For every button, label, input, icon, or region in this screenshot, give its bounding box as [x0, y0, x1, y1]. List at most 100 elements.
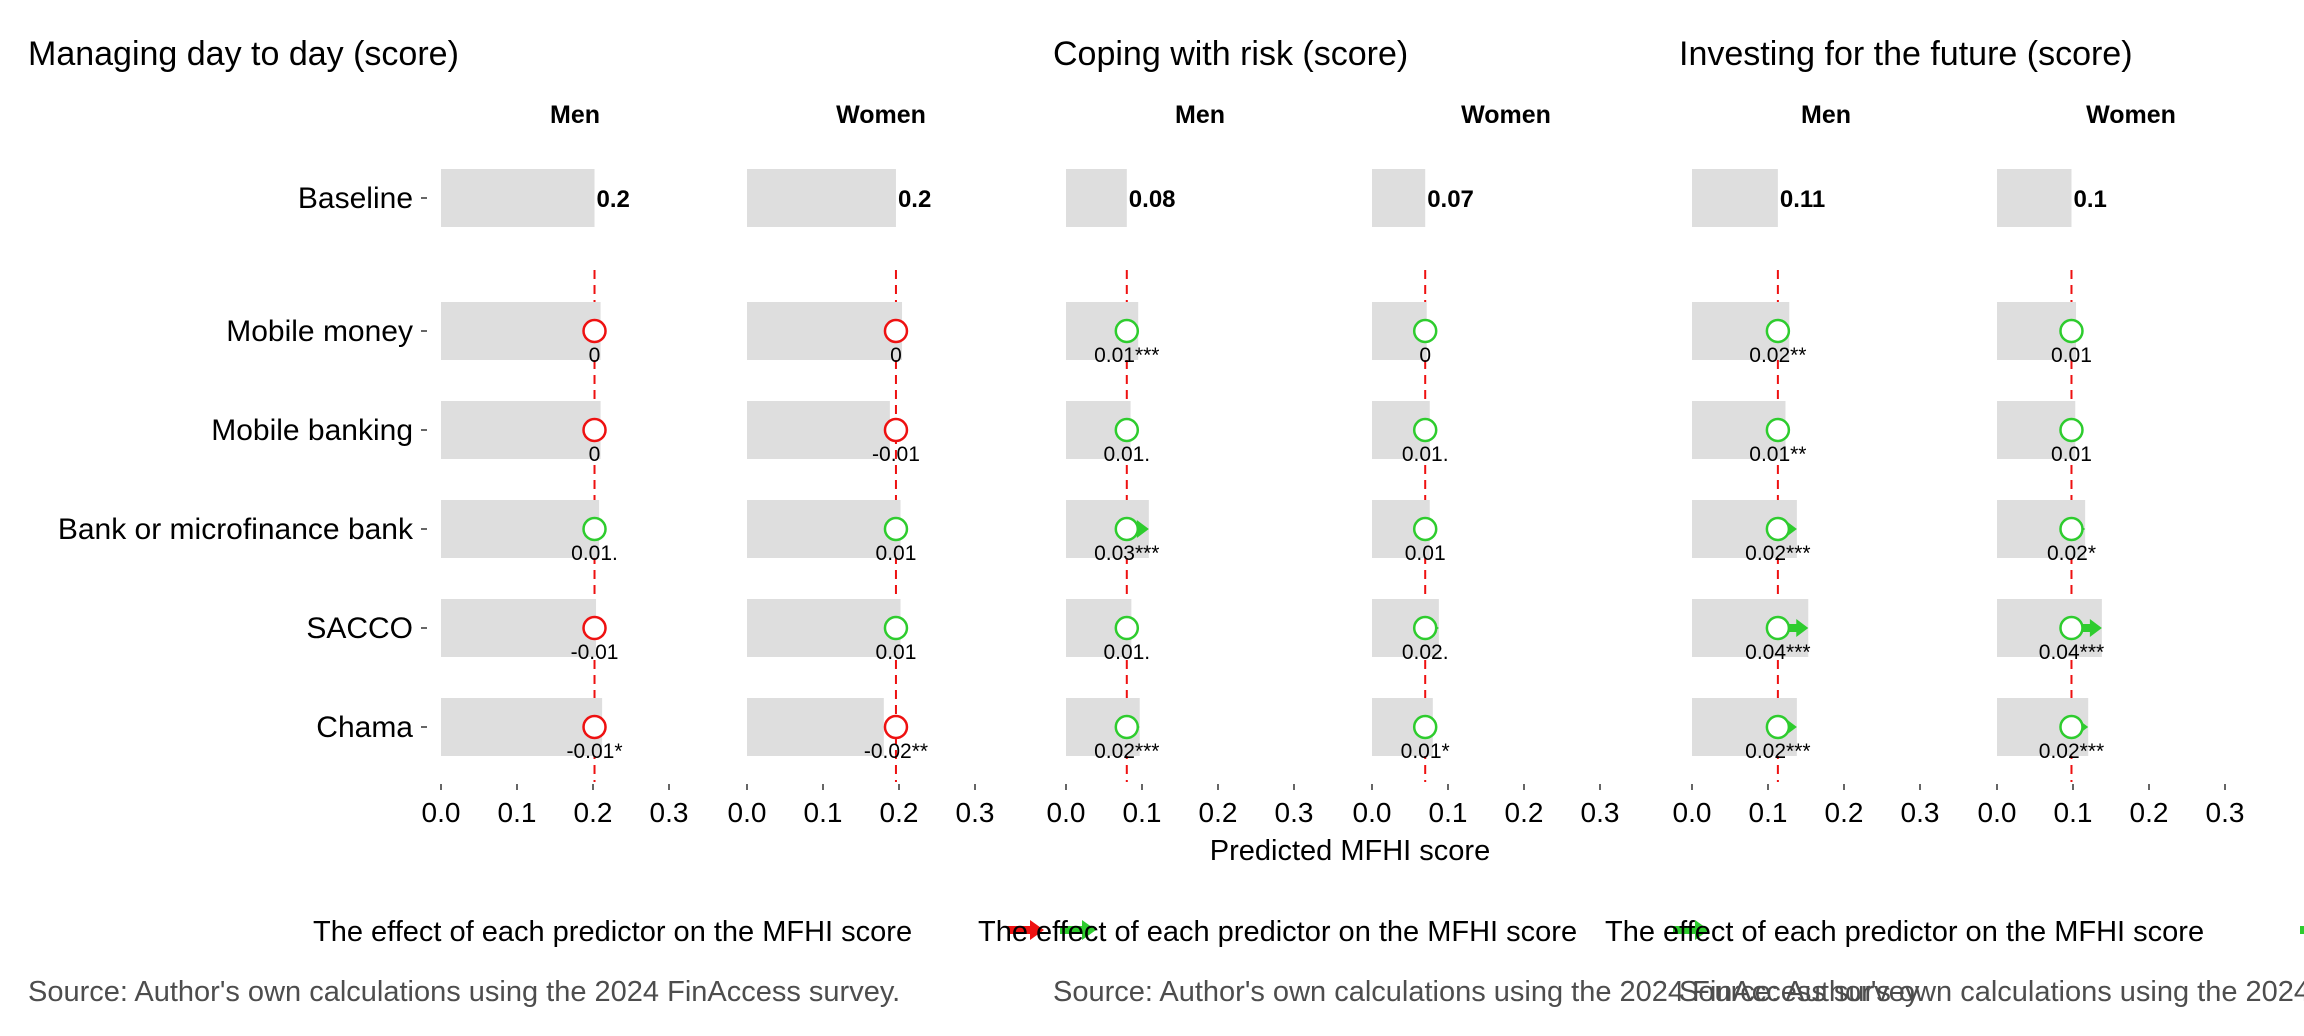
baseline-value-label: 0.11: [1780, 186, 1825, 213]
predictor-bar: [441, 401, 601, 459]
x-tick-label: 0.2: [880, 797, 919, 828]
baseline-bar: [1372, 169, 1426, 227]
predictor-bar: [441, 698, 603, 756]
baseline-point: [1114, 417, 1140, 443]
effect-value-label: 0.01: [1405, 542, 1446, 565]
effect-value-label: 0.02***: [2039, 740, 2104, 763]
panel-title: Managing day to day (score): [28, 35, 459, 73]
baseline-point: [1114, 615, 1140, 641]
baseline-point: [582, 417, 607, 443]
x-tick-label: 0.0: [1353, 797, 1392, 828]
x-tick-label: 0.3: [1275, 797, 1314, 828]
baseline-point: [582, 516, 607, 542]
effect-arrow-head: [1796, 619, 1809, 637]
x-tick-label: 0.2: [1505, 797, 1544, 828]
effect-value-label: 0.02.: [1402, 641, 1449, 664]
x-tick-label: 0.2: [1825, 797, 1864, 828]
effect-value-label: 0: [1419, 344, 1431, 367]
baseline-point: [1412, 318, 1438, 344]
effect-value-label: 0.02***: [1745, 542, 1810, 565]
effect-value-label: 0.04***: [2039, 641, 2104, 664]
facet-label: Men: [1175, 101, 1225, 129]
effect-value-label: 0.01*: [1401, 740, 1450, 763]
legend-key-head: [1082, 920, 1096, 940]
predictor-bar: [441, 500, 600, 558]
baseline-point: [1114, 516, 1140, 542]
baseline-point: [1114, 714, 1140, 740]
effect-value-label: 0.01**: [1749, 443, 1806, 466]
effect-value-label: 0.01.: [1103, 443, 1150, 466]
baseline-point: [1765, 615, 1791, 641]
effect-value-label: 0.01: [876, 641, 917, 664]
baseline-point: [2059, 516, 2084, 542]
baseline-point: [883, 714, 909, 740]
baseline-point: [1114, 318, 1140, 344]
effect-value-label: 0.04***: [1745, 641, 1810, 664]
effect-value-label: 0.01: [2051, 443, 2092, 466]
panel-title: Investing for the future (score): [1679, 35, 2133, 73]
x-tick-label: 0.3: [956, 797, 995, 828]
x-tick-label: 0.1: [2054, 797, 2093, 828]
baseline-point: [883, 417, 909, 443]
baseline-bar: [1066, 169, 1127, 227]
facet-label: Men: [550, 101, 600, 129]
effect-value-label: -0.01*: [566, 740, 622, 763]
baseline-value-label: 0.08: [1129, 186, 1176, 213]
effect-value-label: 0.01.: [1103, 641, 1150, 664]
x-tick-label: 0.3: [1581, 797, 1620, 828]
baseline-value-label: 0.1: [2073, 186, 2106, 213]
effect-value-label: 0.02*: [2047, 542, 2096, 565]
facet-label: Men: [1801, 101, 1851, 129]
baseline-value-label: 0.2: [898, 186, 931, 213]
effect-value-label: 0: [890, 344, 902, 367]
baseline-point: [1765, 417, 1791, 443]
baseline-point: [2059, 714, 2084, 740]
baseline-point: [582, 318, 607, 344]
predictor-bar: [441, 599, 597, 657]
effect-value-label: -0.01: [872, 443, 920, 466]
row-label: Baseline: [298, 182, 413, 215]
x-tick-label: 0.1: [804, 797, 843, 828]
effect-value-label: 0.01: [876, 542, 917, 565]
effect-value-label: -0.02**: [864, 740, 928, 763]
effect-value-label: 0.01***: [1094, 344, 1159, 367]
effect-value-label: 0.02***: [1094, 740, 1159, 763]
baseline-point: [883, 318, 909, 344]
baseline-bar: [747, 169, 896, 227]
baseline-point: [1765, 318, 1791, 344]
effect-value-label: 0.01: [2051, 344, 2092, 367]
effect-value-label: 0.02**: [1749, 344, 1806, 367]
effect-value-label: 0: [589, 344, 601, 367]
x-tick-label: 0.0: [422, 797, 461, 828]
baseline-point: [1412, 516, 1438, 542]
baseline-point: [883, 516, 909, 542]
effect-value-label: 0.01.: [1402, 443, 1449, 466]
x-tick-label: 0.3: [1901, 797, 1940, 828]
source-note: Source: Author's own calculations using …: [1679, 976, 2304, 1008]
predictor-bar: [747, 599, 901, 657]
x-tick-label: 0.2: [2130, 797, 2169, 828]
panel-title: Coping with risk (score): [1053, 35, 1408, 73]
baseline-point: [1765, 714, 1791, 740]
baseline-bar: [441, 169, 595, 227]
x-tick-label: 0.0: [1673, 797, 1712, 828]
legend-key-head: [1030, 920, 1044, 940]
effect-value-label: 0: [589, 443, 601, 466]
x-tick-label: 0.2: [574, 797, 613, 828]
effect-value-label: 0.03***: [1094, 542, 1159, 565]
source-note: Source: Author's own calculations using …: [28, 976, 900, 1008]
row-label: Bank or microfinance bank: [58, 513, 414, 546]
predictor-bar: [747, 302, 903, 360]
row-label: SACCO: [306, 612, 413, 645]
facet-label: Women: [1461, 101, 1551, 129]
facet-label: Women: [2086, 101, 2176, 129]
x-tick-label: 0.3: [650, 797, 689, 828]
row-label: Chama: [316, 711, 413, 744]
effect-value-label: 0.02***: [1745, 740, 1810, 763]
baseline-point: [582, 714, 607, 740]
baseline-point: [1412, 417, 1438, 443]
baseline-point: [2059, 615, 2084, 641]
x-tick-label: 0.1: [498, 797, 537, 828]
baseline-bar: [1692, 169, 1778, 227]
